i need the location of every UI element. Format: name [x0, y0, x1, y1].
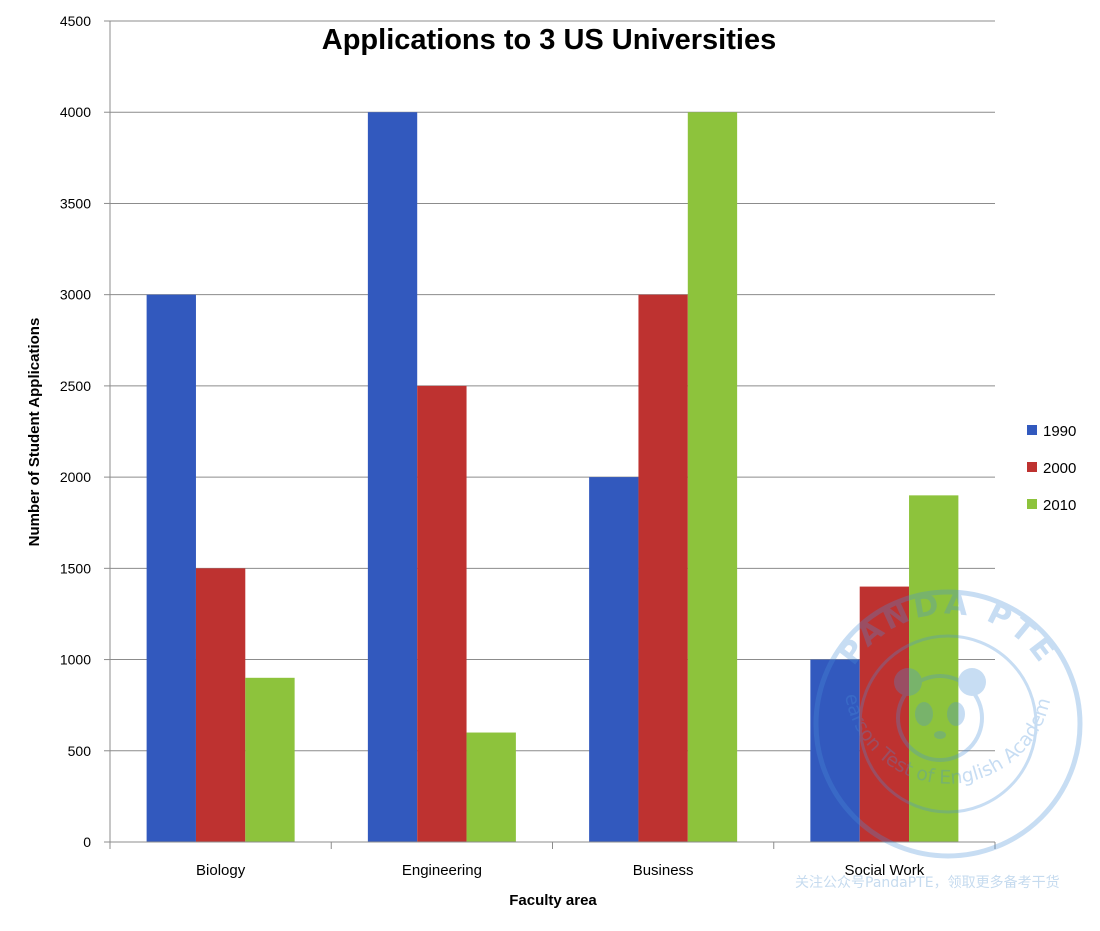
y-tick-label: 4000	[60, 104, 91, 120]
x-axis-label: Faculty area	[509, 892, 597, 909]
y-tick-label: 500	[68, 743, 92, 759]
bar-business-2000	[638, 294, 688, 843]
bar-business-2010	[687, 112, 738, 842]
bar-engineering-1990	[367, 112, 418, 842]
bar-social-work-1990	[810, 659, 860, 842]
y-tick-label: 2500	[60, 378, 91, 394]
bar-business-1990	[589, 477, 639, 842]
legend-swatch-1990	[1027, 425, 1037, 435]
legend-label-1990: 1990	[1043, 423, 1076, 440]
x-tick-label: Engineering	[402, 862, 482, 879]
legend-swatch-2010	[1027, 499, 1037, 509]
bar-social-work-2010	[909, 495, 959, 842]
y-tick-label: 3500	[60, 195, 91, 211]
bar-social-work-2000	[859, 586, 910, 842]
bars	[146, 112, 959, 843]
y-axis-label: Number of Student Applications	[26, 318, 43, 547]
y-tick-label: 0	[83, 834, 91, 850]
y-tick-label: 1000	[60, 652, 91, 668]
panda-face-icon	[894, 668, 986, 762]
bar-biology-1990	[146, 294, 196, 843]
y-tick-label: 2000	[60, 469, 91, 485]
chart-title: Applications to 3 US Universities	[322, 24, 776, 56]
x-tick-labels: Biology Engineering Business Social Work	[196, 862, 925, 879]
legend-label-2010: 2010	[1043, 497, 1076, 514]
x-tick-label: Social Work	[845, 862, 925, 879]
y-tick-label: 3000	[60, 287, 91, 303]
legend: 1990 2000 2010	[1027, 423, 1076, 514]
x-tick-label: Biology	[196, 862, 246, 879]
legend-label-2000: 2000	[1043, 460, 1076, 477]
y-tick-labels: 0 500 1000 1500 2000 2500 3000 3500 4000 4500	[60, 13, 91, 850]
y-tick-label: 1500	[60, 560, 91, 576]
watermark-footer: 关注公众号PandaPTE，领取更多备考干货	[795, 874, 1060, 891]
x-tick-label: Business	[633, 862, 694, 879]
bar-biology-2010	[245, 677, 295, 842]
legend-swatch-2000	[1027, 462, 1037, 472]
bar-engineering-2000	[417, 385, 467, 842]
bar-engineering-2010	[466, 732, 516, 842]
y-tick-label: 4500	[60, 13, 91, 29]
bar-biology-2000	[195, 568, 246, 842]
axes	[109, 21, 996, 849]
